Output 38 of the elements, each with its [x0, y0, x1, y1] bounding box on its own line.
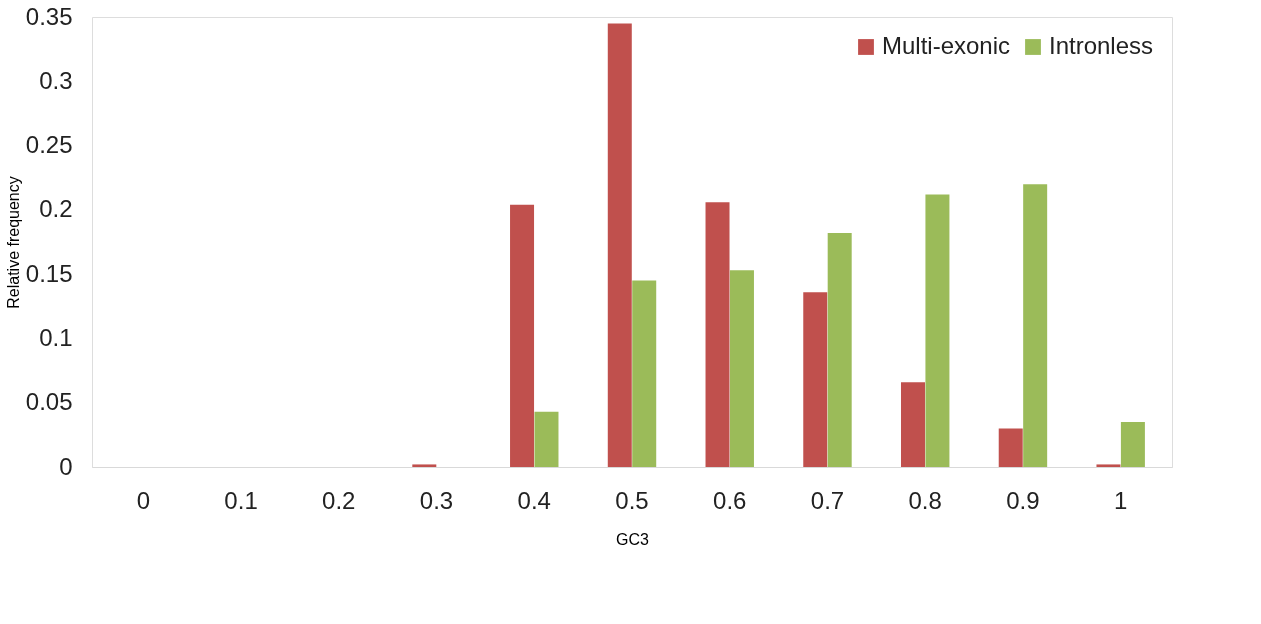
x-tick-label: 0: [136, 486, 150, 514]
y-tick-label: 0.05: [25, 388, 73, 416]
legend-label: Intronless: [1049, 32, 1154, 59]
x-tick-label: 0.4: [517, 486, 551, 514]
x-axis-title: GC3: [616, 530, 650, 548]
x-tick-label: 0.9: [1006, 486, 1040, 514]
bar: [901, 382, 925, 467]
bar: [534, 411, 559, 467]
bar: [925, 194, 950, 467]
x-tick-label: 0.5: [615, 486, 649, 514]
y-tick-label: 0.2: [39, 195, 73, 223]
bar: [705, 202, 730, 467]
y-tick-label: 0.15: [25, 259, 73, 287]
x-tick-label: 0.3: [419, 486, 454, 514]
bar: [729, 270, 754, 467]
y-axis-title: Relative frequency: [4, 176, 22, 309]
x-tick-label: 0.7: [810, 486, 845, 514]
bar: [1096, 464, 1121, 467]
bar: [412, 464, 437, 467]
bar: [607, 23, 632, 467]
bar: [510, 204, 535, 467]
y-tick-label: 0.1: [39, 323, 73, 351]
bar: [1023, 184, 1048, 467]
bar: [1120, 422, 1145, 467]
x-tick-label: 0.6: [713, 486, 747, 514]
x-tick-label: 0.2: [322, 486, 356, 514]
y-tick-label: 0.25: [25, 131, 73, 159]
bar: [803, 292, 828, 467]
x-tick-label: 0.8: [908, 486, 942, 514]
y-tick-label: 0.3: [39, 66, 73, 94]
y-tick-label: 0.35: [25, 2, 73, 30]
legend-label: Multi-exonic: [882, 32, 1011, 59]
x-tick-label: 0.1: [224, 486, 258, 514]
bar: [827, 233, 852, 467]
y-tick-label: 0: [59, 452, 73, 480]
bar: [632, 280, 657, 467]
bar: [998, 428, 1023, 467]
x-tick-label: 1: [1114, 486, 1128, 514]
